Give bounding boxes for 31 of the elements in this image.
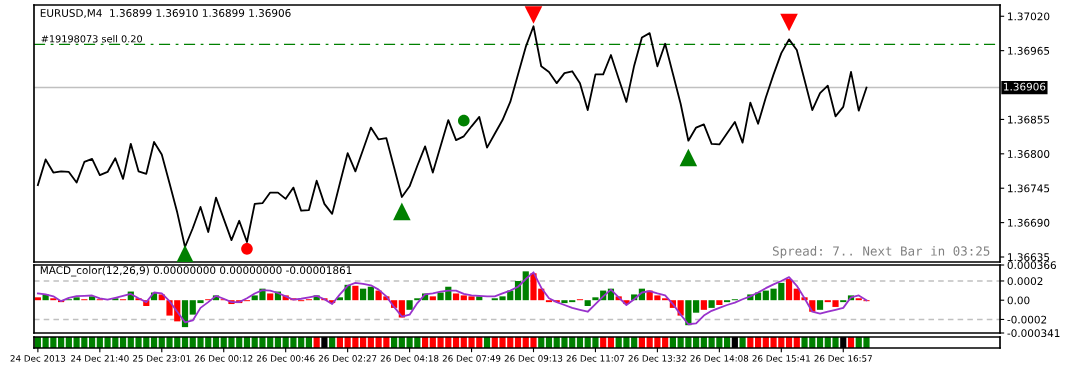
x-tick-label: 26 Dec 15:41 <box>752 355 810 362</box>
chart-title: EURUSD,M4 1.36899 1.36910 1.36899 1.36906 <box>40 9 291 18</box>
y-tick-label: -0.0002 <box>1007 315 1047 324</box>
x-tick-label: 26 Dec 09:13 <box>504 355 563 362</box>
y-tick-label: 1.36690 <box>1008 218 1050 227</box>
x-tick-label: 24 Dec 21:40 <box>71 355 129 362</box>
ref-line-label: 1.36906 <box>1004 82 1046 91</box>
y-tick-label: 1.37020 <box>1008 12 1050 21</box>
x-tick-label: 26 Dec 13:32 <box>628 355 686 362</box>
y-tick-label: 1.36745 <box>1008 184 1050 193</box>
x-tick-label: 26 Dec 07:49 <box>442 355 501 362</box>
y-tick-label: 1.36635 <box>1008 253 1050 262</box>
x-tick-label: 24 Dec 2013 <box>10 355 66 362</box>
y-tick-label: 1.36855 <box>1008 115 1050 124</box>
x-tick-label: 26 Dec 16:57 <box>814 355 872 362</box>
y-tick-label: 0.00 <box>1007 296 1030 305</box>
x-tick-label: 26 Dec 00:46 <box>256 355 315 362</box>
x-tick-label: 26 Dec 11:07 <box>566 355 625 362</box>
x-tick-label: 25 Dec 23:01 <box>133 355 191 362</box>
x-tick-label: 26 Dec 00:12 <box>194 355 253 362</box>
y-tick-label: 0.000366 <box>1007 261 1056 270</box>
y-tick-label: 1.36965 <box>1008 46 1050 55</box>
x-tick-label: 26 Dec 14:08 <box>690 355 749 362</box>
y-tick-label: 1.36800 <box>1008 150 1050 158</box>
x-tick-label: 26 Dec 02:27 <box>318 355 377 362</box>
chart-title: MACD_color(12,26,9) 0.00000000 0.00000000 -0.00001861 <box>40 266 352 277</box>
x-tick-label: 26 Dec 04:18 <box>380 355 439 362</box>
y-tick-label: 0.0002 <box>1007 277 1043 286</box>
ref-line-label: #19198073 sell 0.20 <box>41 34 143 43</box>
y-tick-label: -0.000341 <box>1007 329 1060 338</box>
annotation: Spread: 7.. Next Bar in 03:25 <box>772 246 990 259</box>
